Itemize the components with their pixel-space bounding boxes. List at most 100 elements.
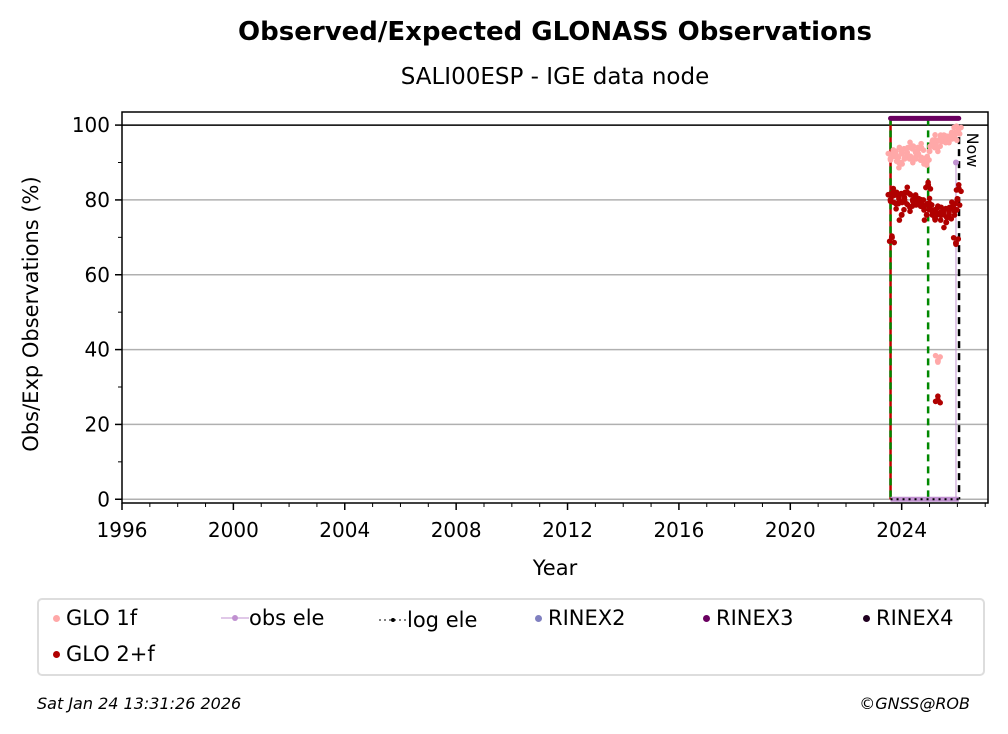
glo-point-cluster xyxy=(926,195,933,202)
glo-point-cluster xyxy=(923,212,930,218)
obs-ele-point xyxy=(952,159,959,166)
glo-point-cluster xyxy=(907,208,913,215)
glo-point-cluster xyxy=(926,148,933,155)
x-tick-label: 2000 xyxy=(208,518,259,542)
glo-point-cluster xyxy=(893,206,899,212)
now-label: Now xyxy=(963,133,982,168)
legend-label: RINEX2 xyxy=(548,606,626,630)
glo-point-cluster xyxy=(954,207,960,213)
glo-point-cluster xyxy=(935,148,941,155)
y-tick-label: 80 xyxy=(85,188,110,212)
x-tick-label: 2012 xyxy=(542,518,593,542)
chart-title: Observed/Expected GLONASS Observations xyxy=(238,17,872,47)
glo-point-cluster xyxy=(898,151,905,157)
glo-point-cluster xyxy=(899,199,905,206)
plot-area: Now 0 20 40 60 80 100 1996 2000 2004 2008 2012 2016 2… xyxy=(19,111,989,580)
glo-point-cluster xyxy=(937,217,944,223)
x-tick-label: 2004 xyxy=(319,518,370,542)
legend-marker xyxy=(863,614,870,622)
x-tick-label: 2020 xyxy=(765,518,816,542)
glo-point-cluster xyxy=(923,162,930,168)
glo-point-cluster xyxy=(893,189,900,196)
glo-point-cluster xyxy=(921,207,927,213)
glo-point-cluster xyxy=(937,143,943,150)
glo-point-cluster xyxy=(935,393,941,400)
glo-point-cluster xyxy=(935,210,942,217)
glo-point-cluster xyxy=(949,205,956,212)
glo-point-cluster xyxy=(887,157,894,163)
legend-item-glo-1f: GLO 1f xyxy=(53,606,137,630)
legend-label: obs ele xyxy=(249,606,325,630)
glo-point-cluster xyxy=(948,215,955,222)
glo-point-cluster xyxy=(953,241,959,248)
glo-point-cluster xyxy=(901,206,907,213)
legend-marker xyxy=(53,614,60,622)
glo-point-cluster xyxy=(904,202,911,208)
glo-point-cluster xyxy=(916,195,922,202)
legend-label: GLO 1f xyxy=(66,606,138,630)
glo-point-cluster xyxy=(907,191,914,198)
x-axis-label: Year xyxy=(532,556,578,580)
glo-point-cluster xyxy=(927,143,933,150)
glo-point-cluster xyxy=(950,234,957,241)
glo-point-cluster xyxy=(949,136,956,142)
glo-point-cluster xyxy=(910,197,917,203)
glo-point-cluster xyxy=(937,399,943,406)
legend-label: GLO 2+f xyxy=(66,642,155,666)
glo-point-cluster xyxy=(951,212,958,218)
y-tick-label: 100 xyxy=(72,113,110,137)
legend-marker xyxy=(53,650,60,658)
glo-point-cluster xyxy=(902,189,908,196)
glo-point-cluster xyxy=(932,398,939,405)
glo-point-cluster xyxy=(918,200,925,207)
timestamp: Sat Jan 24 13:31:26 2026 xyxy=(37,694,242,713)
chart-subtitle: SALI00ESP - IGE data node xyxy=(400,64,710,90)
glo-point-cluster xyxy=(907,139,913,146)
glo-point-cluster xyxy=(932,217,938,223)
legend-marker xyxy=(379,618,407,622)
glo-point-cluster xyxy=(890,185,897,192)
glo-point-cluster xyxy=(913,202,919,208)
glo-point-cluster xyxy=(902,154,908,161)
legend-item-glo-2f: GLO 2+f xyxy=(53,642,155,666)
glo-point-cluster xyxy=(958,124,964,131)
y-tick-label: 20 xyxy=(85,412,110,436)
y-axis-label: Obs/Exp Observations (%) xyxy=(19,176,43,451)
glo-point-cluster xyxy=(896,217,903,223)
glo-point-cluster xyxy=(904,149,911,156)
glo-point-cluster xyxy=(938,204,944,211)
glo-point-cluster xyxy=(901,194,908,201)
legend-label: RINEX3 xyxy=(716,606,794,630)
x-tick-label: 2008 xyxy=(431,518,482,542)
glo-point-cluster xyxy=(924,153,931,160)
legend-item-rinex4: RINEX4 xyxy=(863,606,954,630)
credit: ©GNSS@ROB xyxy=(859,694,970,713)
glo-point-cluster xyxy=(891,239,898,246)
glo-point-cluster xyxy=(907,153,914,159)
glo-point-cluster xyxy=(938,138,944,145)
glo-point-cluster xyxy=(912,192,919,198)
glo-point-cluster xyxy=(896,195,902,202)
glo-point-cluster xyxy=(899,161,905,167)
glo-point-cluster xyxy=(956,202,963,208)
glo-point-cluster xyxy=(954,195,961,202)
glo-point-cluster xyxy=(946,139,952,146)
legend-item-log-ele: log ele xyxy=(379,608,477,632)
legend-marker xyxy=(221,615,249,621)
glo-point-cluster xyxy=(888,190,894,197)
glo-point-cluster xyxy=(943,214,950,221)
y-tick-label: 40 xyxy=(85,338,110,362)
x-tick-label: 1996 xyxy=(97,518,148,542)
glo-point-cluster xyxy=(941,224,947,231)
glo-point-cluster xyxy=(953,187,960,193)
glo-point-cluster xyxy=(916,146,922,152)
legend-marker xyxy=(535,614,542,622)
glo-point-cluster xyxy=(932,132,938,138)
glo-point-cluster xyxy=(904,144,911,151)
glo-point-cluster xyxy=(904,184,911,191)
glo-point-cluster xyxy=(915,150,922,157)
glo-point-cluster xyxy=(932,142,939,148)
legend: GLO 1f obs ele log ele RINEX2 RINEX3 RIN… xyxy=(37,598,985,676)
glo-point-cluster xyxy=(921,217,928,223)
